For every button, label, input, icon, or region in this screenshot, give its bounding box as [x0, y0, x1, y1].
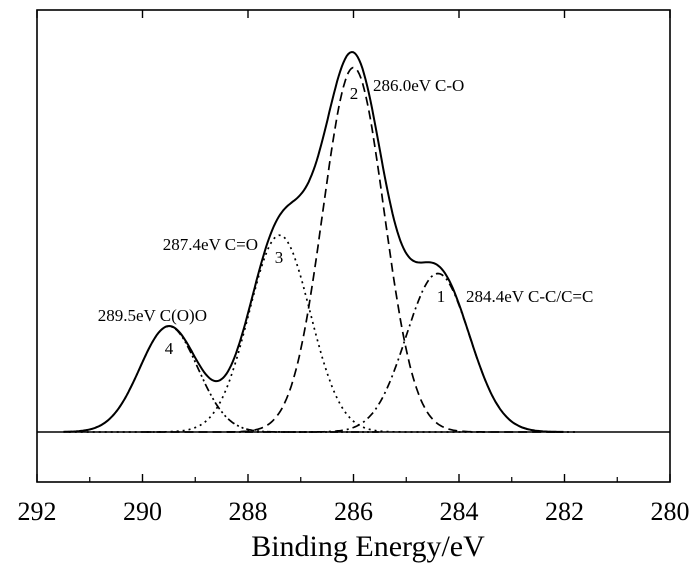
peak-number-4: 4 — [165, 339, 174, 358]
peak-annotation-2: 286.0eV C-O — [373, 76, 464, 95]
x-tick-label-286: 286 — [334, 497, 373, 526]
peak-number-1: 1 — [437, 287, 446, 306]
x-tick-label-284: 284 — [440, 497, 479, 526]
x-tick-label-290: 290 — [123, 497, 162, 526]
peak-annotation-1: 284.4eV C-C/C=C — [466, 287, 593, 306]
peak-annotation-3: 287.4eV C=O — [163, 235, 258, 254]
x-axis-title: Binding Energy/eV — [251, 530, 485, 563]
x-tick-label-282: 282 — [545, 497, 584, 526]
peak-annotation-4: 289.5eV C(O)O — [98, 306, 207, 325]
x-axis-ticks — [36, 10, 671, 482]
peak-number-3: 3 — [275, 248, 284, 267]
envelope-curve — [63, 51, 564, 433]
peak-number-2: 2 — [350, 84, 359, 103]
x-tick-label-292: 292 — [18, 497, 57, 526]
peak-curve-3 — [68, 234, 490, 433]
x-axis-tick-labels: 292 290 288 286 284 282 280 — [18, 497, 690, 526]
fitted-curves — [63, 51, 575, 433]
peak-annotations: 1 284.4eV C-C/C=C 2 286.0eV C-O 3 287.4eV C=O… — [98, 76, 594, 358]
x-tick-label-288: 288 — [229, 497, 268, 526]
plot-frame — [36, 9, 671, 483]
x-tick-label-280: 280 — [651, 497, 690, 526]
peak-curve-2 — [142, 66, 564, 433]
